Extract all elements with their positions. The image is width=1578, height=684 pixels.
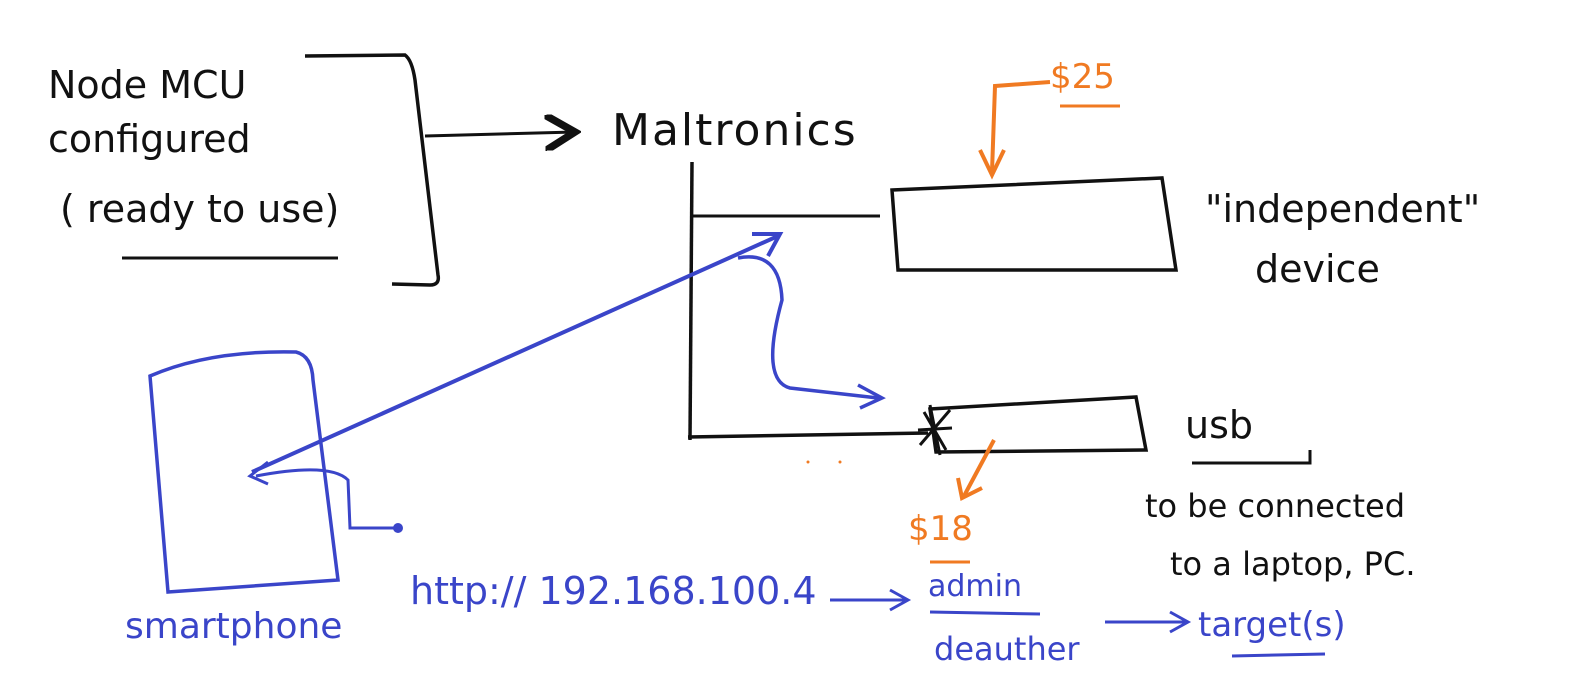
arrow-to-vendor	[424, 132, 575, 136]
device-label: device	[1255, 247, 1380, 291]
price-bottom: $18	[908, 509, 973, 549]
independent-device-box	[890, 176, 1179, 272]
price-top-arrowhead	[978, 149, 1006, 180]
usb-note-line-2: to a laptop, PC.	[1170, 545, 1415, 583]
admin-label: admin	[928, 569, 1022, 604]
phone-to-device-arrowhead	[752, 232, 784, 257]
price-top-pointer	[990, 80, 1051, 173]
note-line-3: ( ready to use)	[60, 187, 339, 231]
branch-bottom	[687, 431, 929, 439]
usb-underline	[1192, 450, 1312, 465]
phone-to-url-connector	[255, 468, 396, 530]
vendor-label: Maltronics	[612, 105, 858, 156]
vendor-to-usb-curve	[737, 255, 879, 400]
usb-note-line-1: to be connected	[1145, 487, 1405, 525]
phone-to-device-arrow	[251, 234, 779, 474]
usb-device-box	[928, 395, 1149, 454]
url-label: http:// 192.168.100.4	[410, 569, 817, 613]
smartphone-shape	[148, 350, 340, 594]
url-arrowhead	[889, 588, 912, 612]
price-bottom-arrowhead	[956, 477, 983, 501]
usb-label: usb	[1185, 403, 1253, 447]
admin-divider	[929, 610, 1041, 616]
smartphone-label: smartphone	[125, 606, 342, 647]
independent-label: "independent"	[1205, 187, 1480, 231]
vendor-stem	[688, 161, 694, 441]
deauther-label: deauther	[934, 630, 1080, 668]
note-line-2: configured	[48, 117, 251, 161]
vendor-to-usb-arrowhead	[857, 383, 886, 410]
note-line-1: Node MCU	[48, 63, 246, 107]
scribble-mark	[917, 404, 953, 456]
connector-dot	[393, 523, 403, 533]
price-top: $25	[1050, 57, 1115, 97]
price-bottom-pointer	[962, 439, 996, 497]
orange-dot	[838, 460, 842, 464]
orange-dot	[806, 460, 810, 464]
connector-arrowhead	[247, 460, 269, 486]
targets-label: target(s)	[1198, 605, 1346, 645]
deauther-to-targets-arrowhead	[1169, 610, 1192, 634]
targets-underline	[1231, 652, 1326, 658]
bracket	[304, 53, 441, 287]
